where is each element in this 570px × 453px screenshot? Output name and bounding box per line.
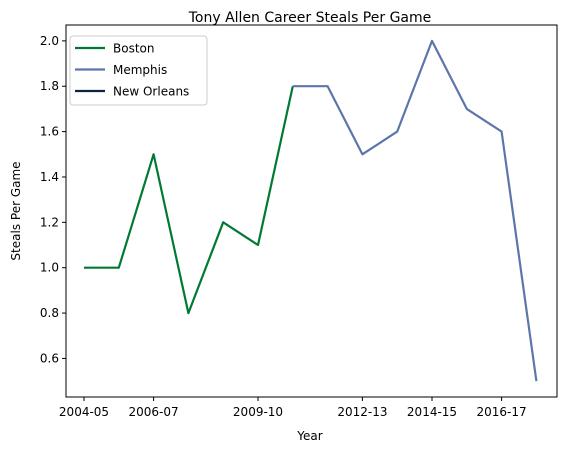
plot-area <box>65 24 558 398</box>
chart-title: Tony Allen Career Steals Per Game <box>188 10 432 26</box>
y-axis-label: Steals Per Game <box>9 161 23 260</box>
series-lines <box>84 39 538 382</box>
x-tick-label: 2014-15 <box>407 405 457 419</box>
x-tick-label: 2012-13 <box>337 405 387 419</box>
y-tick-label: 0.6 <box>40 351 59 365</box>
y-tick-label: 1.4 <box>40 170 59 184</box>
y-tick-label: 1.6 <box>40 125 59 139</box>
y-tick-label: 1.2 <box>40 215 59 229</box>
y-tick-label: 1.8 <box>40 79 59 93</box>
series-line-1 <box>292 39 538 382</box>
x-tick-label: 2004-05 <box>59 405 109 419</box>
y-axis: 0.6 0.8 1.0 1.2 1.4 1.6 1.8 2.0 <box>40 34 66 365</box>
y-tick-label: 2.0 <box>40 34 59 48</box>
y-tick-label: 0.8 <box>40 306 59 320</box>
x-axis: 2004-05 2006-07 2009-10 2012-13 2014-15 2016-… <box>59 397 527 419</box>
y-tick-label: 1.0 <box>40 261 59 275</box>
x-tick-label: 2016-17 <box>477 405 527 419</box>
series-line-0 <box>84 85 294 315</box>
legend: Boston Memphis New Orleans <box>69 35 208 106</box>
legend-label: Boston <box>113 42 154 56</box>
x-tick-label: 2006-07 <box>129 405 179 419</box>
legend-label: New Orleans <box>113 85 189 99</box>
x-tick-label: 2009-10 <box>233 405 283 419</box>
legend-box <box>69 35 208 106</box>
legend-label: Memphis <box>113 63 167 77</box>
x-axis-label: Year <box>296 429 322 443</box>
